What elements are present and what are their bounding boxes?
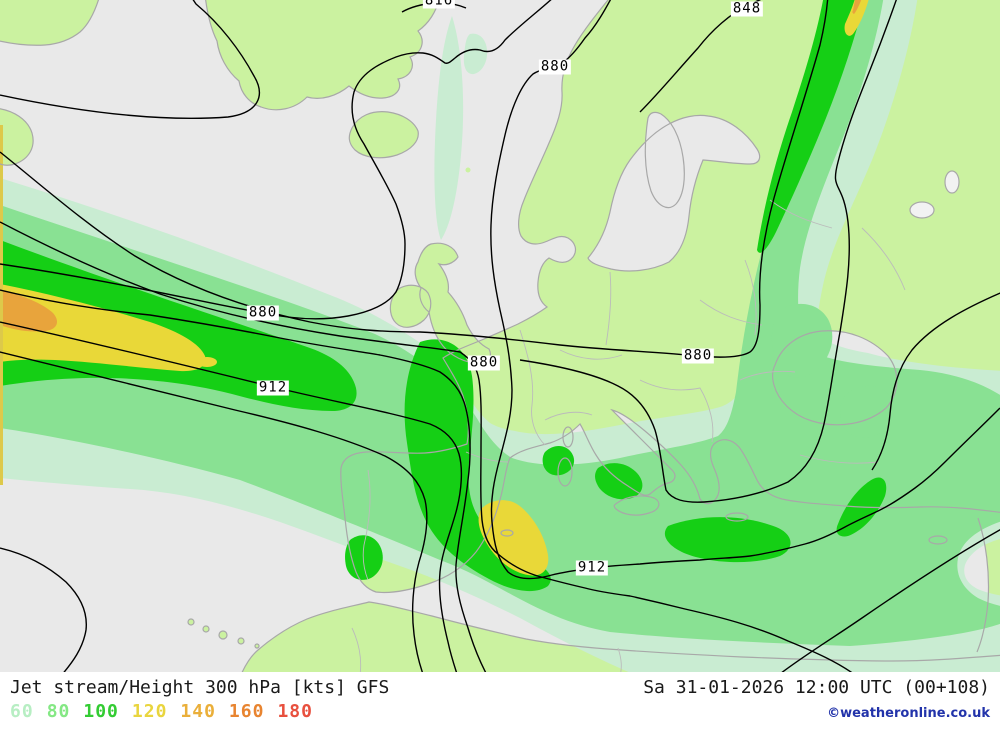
- legend-value-120: 120: [131, 701, 168, 722]
- legend-value-100: 100: [83, 701, 119, 722]
- legend-value-140: 140: [180, 701, 216, 722]
- contour-848: [639, 0, 762, 113]
- legend-value-180: 180: [277, 701, 313, 722]
- height-contours: [0, 0, 1000, 672]
- contour-left-2-880: [0, 221, 853, 672]
- contour-left-3: [0, 289, 487, 672]
- contour-880-europe: [490, 0, 1000, 580]
- map-edge-sliver: [0, 125, 3, 485]
- weather-map: 816 848 880 880 912 880 880 912: [0, 0, 1000, 672]
- contour-left-5: [0, 351, 428, 672]
- country-borders: [351, 199, 906, 672]
- contour-right-ne: [871, 292, 1000, 471]
- band-120kts: [0, 284, 206, 372]
- band-140kts: [0, 290, 58, 332]
- contour-bottom-right: [781, 529, 1000, 672]
- contour-left-1: [0, 0, 829, 358]
- legend-scale: 60 80 100 120 140 160 180: [10, 701, 326, 722]
- contour-880-iceland: [0, 0, 552, 320]
- legend-value-60: 60: [10, 701, 34, 722]
- copyright-link[interactable]: ©weatheronline.co.uk: [827, 706, 990, 721]
- map-datetime: Sa 31-01-2026 12:00 UTC (00+108): [643, 677, 990, 698]
- band-100kts: [0, 240, 357, 411]
- caption-footer: Jet stream/Height 300 hPa [kts] GFS Sa 3…: [0, 672, 1000, 733]
- contour-tongue: [0, 0, 260, 119]
- contour-left-4-912: [0, 321, 463, 672]
- legend-value-80: 80: [46, 701, 71, 722]
- map-title: Jet stream/Height 300 hPa [kts] GFS: [10, 677, 390, 698]
- map-canvas: [0, 0, 1000, 672]
- contour-streak-east: [519, 0, 897, 503]
- contour-atlantic-sw: [0, 547, 87, 672]
- band-80kts: [0, 0, 1000, 646]
- legend-value-160: 160: [228, 701, 265, 722]
- coastlines: [0, 0, 1000, 672]
- jet-stream-bands: [0, 0, 1000, 672]
